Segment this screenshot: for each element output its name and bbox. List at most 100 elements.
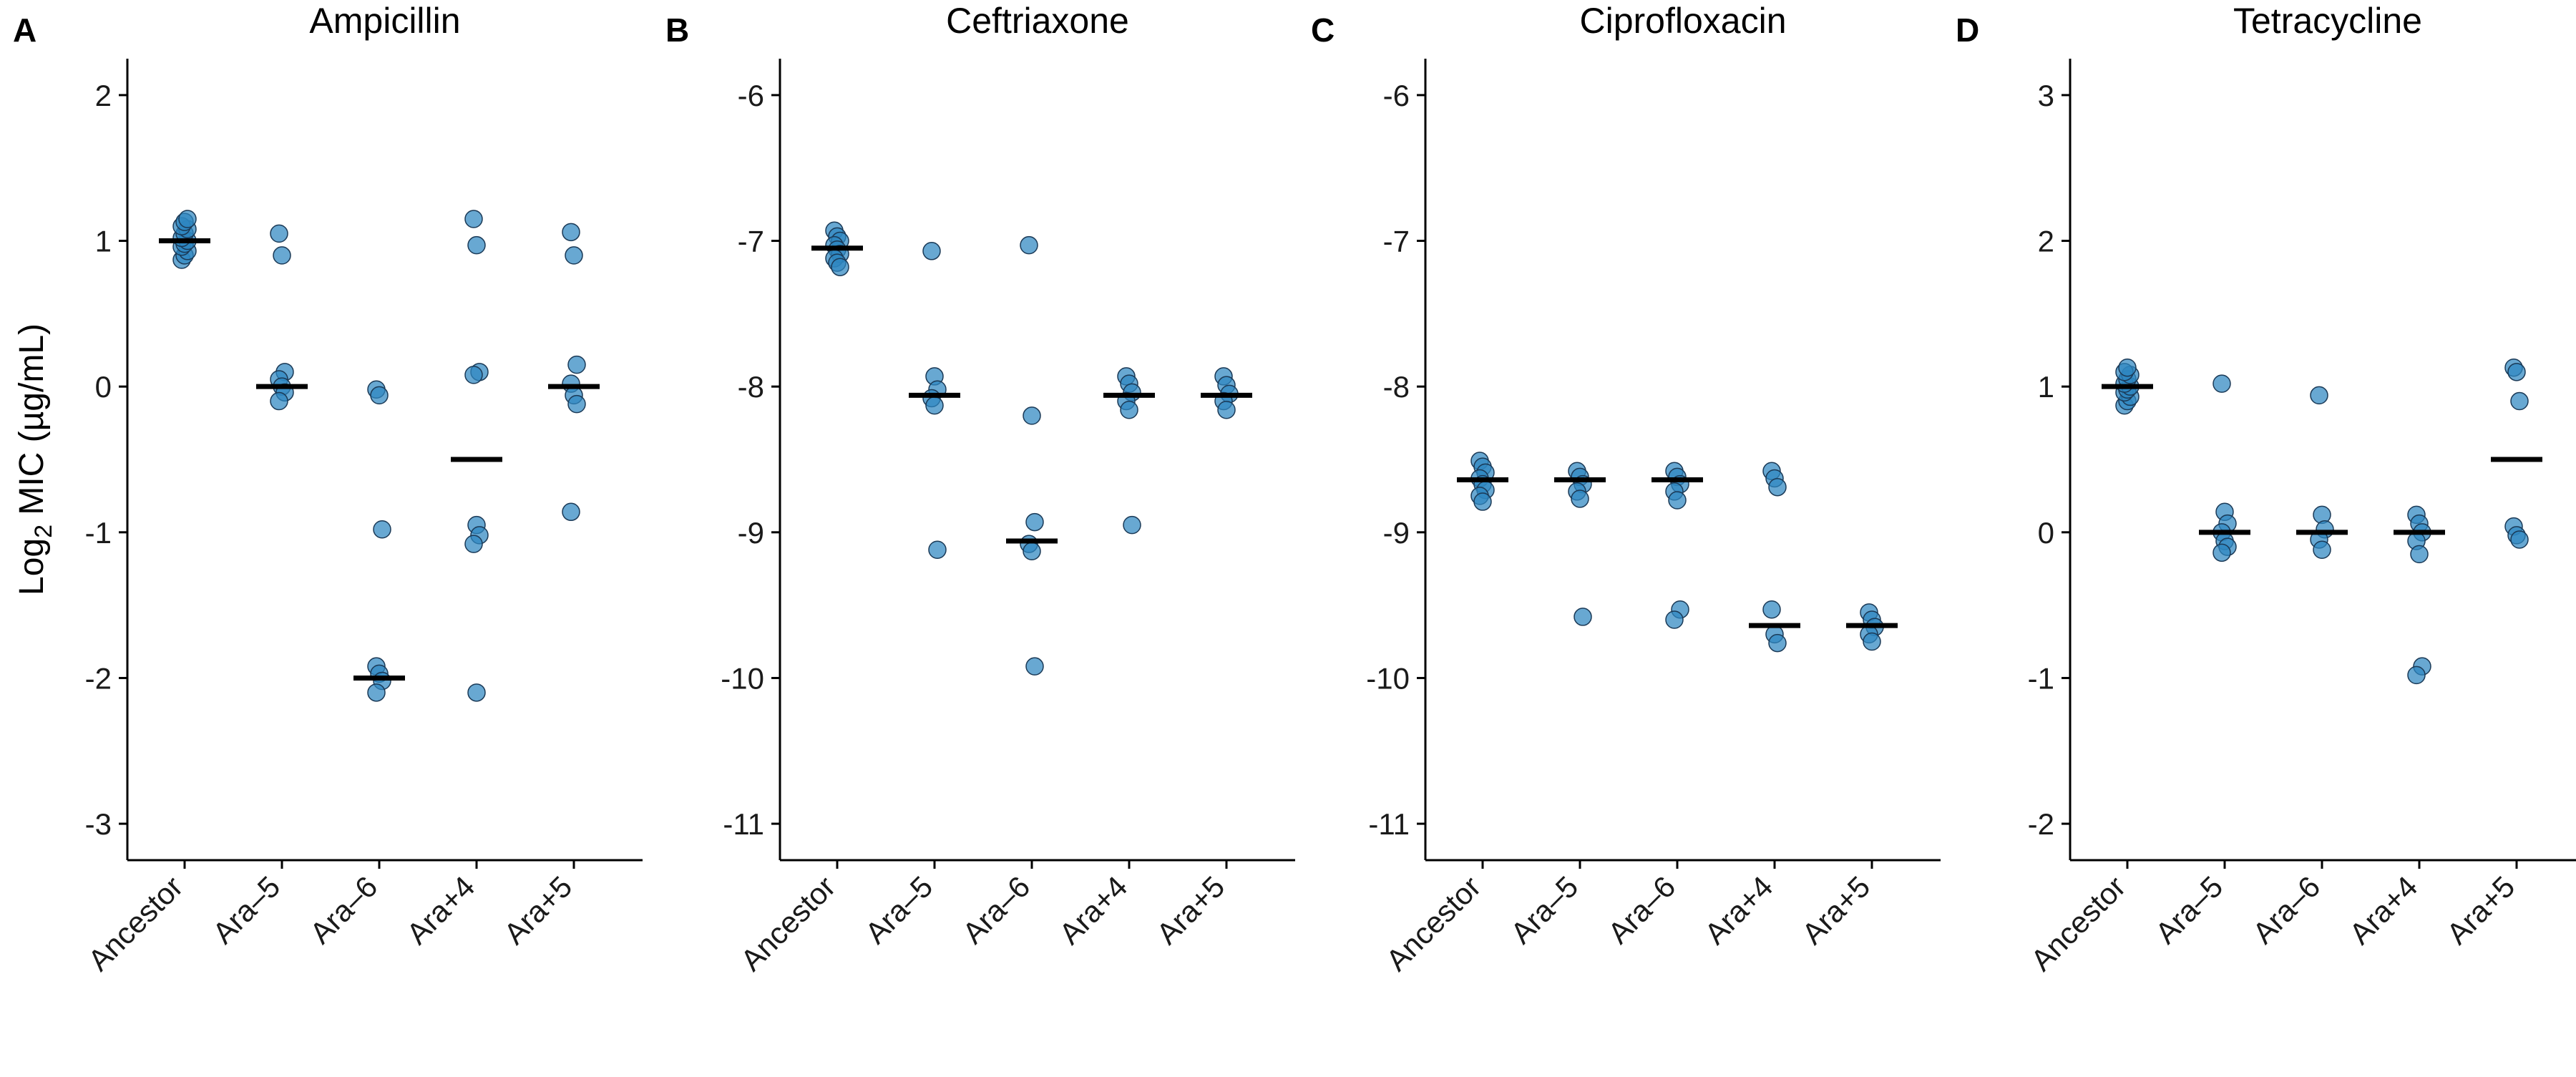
y-tick-label: -7	[738, 225, 764, 258]
y-tick-label: -7	[1383, 225, 1410, 258]
data-point	[928, 540, 947, 560]
x-tick-label: Ara+5	[2440, 869, 2521, 950]
y-axis-label-prefix: Log	[13, 538, 51, 595]
data-point	[367, 683, 386, 702]
data-point	[370, 386, 389, 405]
data-point	[1574, 608, 1592, 626]
y-tick-label: -9	[738, 516, 764, 550]
data-point	[273, 246, 291, 265]
x-tick-label: Ara+4	[1698, 869, 1779, 950]
data-point	[464, 535, 483, 553]
panel-d: D Tetracycline -2 -1 0 1 2 3 Ancestor Ara–5 Ara–6 A…	[1956, 1, 2576, 978]
data-point	[270, 391, 288, 411]
y-tick-label: 3	[2038, 79, 2054, 112]
y-tick-label: 1	[95, 225, 112, 258]
x-tick-label: Ancestor	[734, 869, 841, 977]
x-tick-label: Ara+4	[1053, 869, 1133, 950]
data-point	[1217, 401, 1236, 419]
data-point	[464, 366, 483, 384]
y-tick-label: -1	[85, 516, 112, 550]
y-tick-label: -11	[723, 807, 764, 841]
x-tick-label: Ancestor	[2024, 869, 2132, 977]
data-point	[831, 258, 849, 276]
y-axis-label-suffix: MIC (µg/mL)	[13, 323, 51, 525]
panel-title: Ciprofloxacin	[1579, 1, 1786, 41]
data-point	[467, 235, 486, 255]
y-axis-label: Log2 MIC (µg/mL)	[13, 323, 57, 595]
panel-tag: A	[13, 11, 36, 49]
data-point	[2118, 358, 2137, 377]
x-tick-label: Ara–6	[2246, 869, 2326, 950]
data-point	[2510, 530, 2529, 549]
panel-tag: C	[1311, 11, 1335, 49]
y-tick-label: -8	[738, 370, 764, 404]
x-tick-label: Ara–5	[1504, 869, 1584, 950]
x-tick-label: Ara–5	[206, 869, 286, 950]
data-point	[464, 210, 483, 228]
y-tick-label: -2	[2028, 807, 2054, 841]
data-point	[2212, 543, 2231, 562]
x-tick-label: Ara+4	[400, 869, 481, 950]
x-tick-label: Ara–6	[303, 869, 384, 950]
data-point	[1025, 512, 1044, 532]
data-point	[1762, 600, 1781, 619]
data-point	[373, 520, 391, 539]
data-point	[1768, 633, 1787, 653]
y-tick-label: -8	[1383, 370, 1410, 404]
data-point	[2510, 391, 2529, 411]
data-point	[1665, 610, 1684, 629]
x-tick-label: Ara+5	[1150, 869, 1231, 950]
data-point	[2407, 666, 2426, 685]
y-tick-label: 1	[2038, 370, 2054, 404]
data-point	[567, 394, 586, 414]
y-tick-label: -10	[721, 661, 764, 695]
data-point	[1023, 406, 1041, 425]
data-point	[567, 355, 586, 374]
data-point	[2310, 386, 2328, 405]
y-tick-label: 2	[95, 79, 112, 112]
y-tick-label: -11	[1368, 807, 1410, 841]
x-tick-label: Ara+5	[1795, 869, 1876, 950]
y-axis-label-subscript: 2	[30, 525, 57, 538]
data-point	[1768, 477, 1787, 497]
data-point	[925, 396, 944, 415]
x-tick-label: Ara+5	[497, 869, 578, 950]
data-point	[1668, 491, 1687, 510]
data-point	[270, 224, 288, 243]
data-point	[1020, 235, 1038, 255]
data-point	[2410, 545, 2429, 564]
data-point	[562, 223, 580, 242]
data-point	[565, 246, 583, 265]
x-tick-label: Ara–5	[2149, 869, 2229, 950]
data-point	[562, 502, 580, 522]
y-tick-label: -6	[1383, 79, 1410, 112]
y-tick-label: 0	[2038, 516, 2054, 550]
y-tick-label: -2	[85, 661, 112, 695]
data-point	[1473, 492, 1492, 511]
data-point	[178, 210, 197, 228]
data-point	[1571, 489, 1589, 508]
y-tick-label: -9	[1383, 516, 1410, 550]
x-tick-label: Ara–6	[1601, 869, 1682, 950]
panel-title: Ampicillin	[309, 1, 460, 41]
data-point	[1120, 401, 1138, 419]
x-tick-label: Ara–6	[956, 869, 1036, 950]
panel-tag: B	[665, 11, 689, 49]
data-point	[1863, 632, 1881, 651]
x-tick-label: Ancestor	[1380, 869, 1487, 977]
panel-tag: D	[1956, 11, 1979, 49]
data-point	[467, 683, 486, 702]
y-tick-label: -10	[1366, 661, 1410, 695]
y-tick-label: -1	[2028, 661, 2054, 695]
y-tick-label: -6	[738, 79, 764, 112]
panel-title: Tetracycline	[2233, 1, 2422, 41]
y-tick-label: 2	[2038, 225, 2054, 258]
data-point	[922, 242, 941, 260]
panel-title: Ceftriaxone	[946, 1, 1129, 41]
data-point	[2507, 363, 2526, 381]
x-tick-label: Ara–5	[859, 869, 939, 950]
data-point	[2313, 540, 2331, 560]
